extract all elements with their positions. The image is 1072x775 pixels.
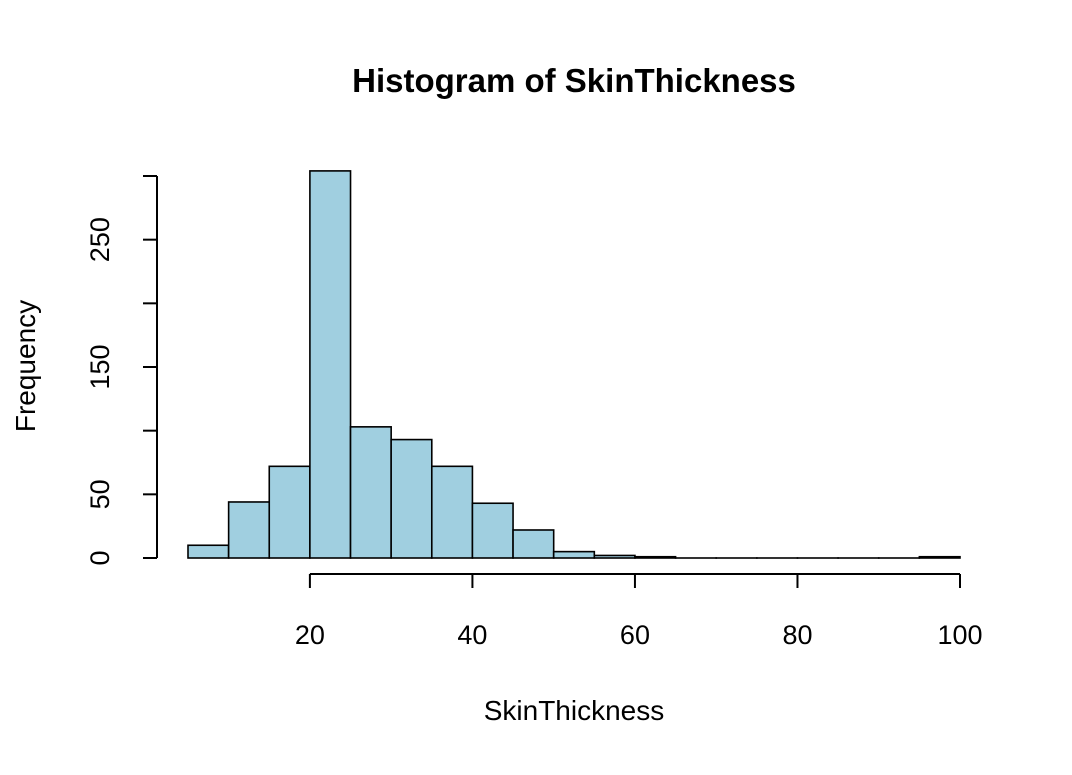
x-tick-label: 40: [457, 620, 487, 650]
y-tick-label: 150: [85, 344, 115, 389]
histogram-bar: [310, 171, 351, 558]
x-tick-label: 60: [620, 620, 650, 650]
histogram-bar: [351, 427, 392, 558]
x-axis-label: SkinThickness: [484, 695, 665, 726]
x-tick-label: 80: [782, 620, 812, 650]
chart-title: Histogram of SkinThickness: [352, 62, 796, 99]
x-tick-label: 100: [937, 620, 982, 650]
histogram-bar: [188, 545, 229, 558]
y-axis: 0 50 150 250: [85, 176, 157, 566]
histogram-bar: [432, 466, 473, 558]
x-axis: 20 40 60 80 100: [295, 574, 983, 650]
y-tick-label: 50: [85, 479, 115, 509]
histogram-bar: [594, 555, 635, 558]
y-tick-label: 250: [85, 217, 115, 262]
histogram-bar: [229, 502, 270, 558]
y-tick-label: 0: [85, 550, 115, 565]
histogram-bar: [919, 557, 960, 558]
histogram-bar: [513, 530, 554, 558]
histogram-bar: [391, 440, 432, 558]
histogram-bar: [635, 557, 676, 558]
bars-layer: [188, 171, 960, 558]
histogram-bar: [269, 466, 310, 558]
histogram-bar: [554, 552, 595, 558]
histogram-bar: [472, 503, 513, 558]
x-tick-label: 20: [295, 620, 325, 650]
y-axis-label: Frequency: [10, 300, 41, 432]
